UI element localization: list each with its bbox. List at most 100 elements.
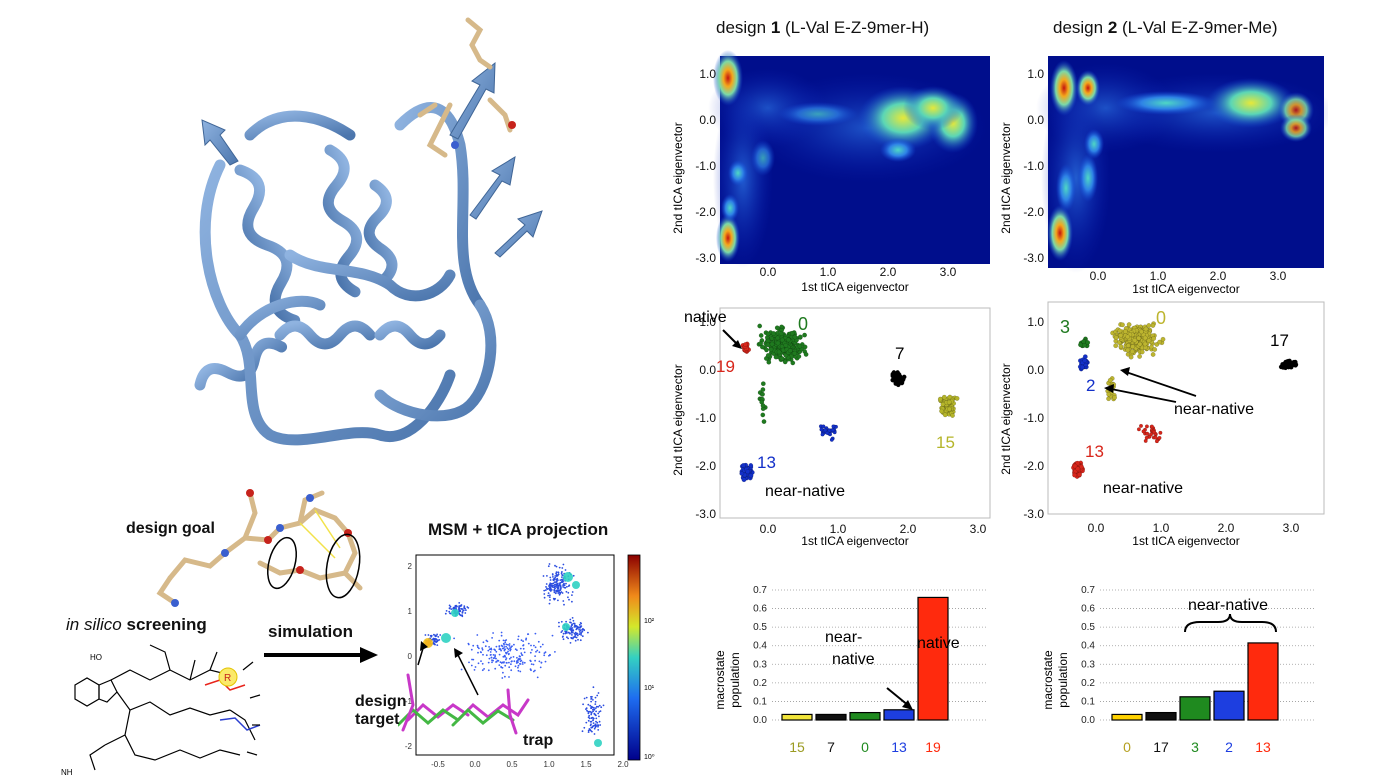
msm-density-point xyxy=(525,638,527,641)
msm-density-point xyxy=(581,629,583,631)
msm-density-point xyxy=(444,612,447,615)
heat-y-tick: -3.0 xyxy=(695,251,716,265)
heat-x-tick: 2.0 xyxy=(880,265,897,279)
design1-bar-y-ticks: 0.0 0.1 0.2 0.3 0.4 0.5 0.6 0.7 xyxy=(753,585,767,726)
cluster-0-point xyxy=(768,347,774,352)
cluster-15-point xyxy=(954,396,960,401)
design1-bar-annotation-arrow xyxy=(886,687,910,707)
msm-density-point xyxy=(491,659,493,662)
msm-projection-plot: -0.5 0.0 0.5 1.0 1.5 2.0 2 1 0 -1 -2 10² 10¹ 10⁰ xyxy=(398,554,655,769)
msm-density-point xyxy=(527,633,530,635)
msm-density-point xyxy=(498,664,501,666)
msm-density-point xyxy=(534,632,537,635)
msm-density-point xyxy=(458,605,460,607)
design1-cluster19-label: 19 xyxy=(716,357,735,376)
cluster-0-point xyxy=(760,403,766,409)
msm-density-point xyxy=(557,571,560,574)
design1-cluster0-label: 0 xyxy=(798,314,808,334)
bar-x-tick: 13 xyxy=(1255,739,1271,755)
msm-density-point xyxy=(588,710,591,713)
cluster-0-point xyxy=(769,341,775,347)
design2-bar-ylabel-line1: macrostate xyxy=(1041,650,1055,710)
msm-density-point xyxy=(554,587,556,590)
msm-density-point xyxy=(517,638,519,641)
msm-density-point xyxy=(508,666,511,669)
msm-density-point xyxy=(571,600,573,603)
msm-density-point xyxy=(572,637,574,640)
msm-density-point xyxy=(565,631,567,634)
msm-density-point xyxy=(554,564,556,567)
msm-density-point xyxy=(561,636,564,638)
msm-density-point xyxy=(598,704,601,707)
msm-density-point xyxy=(503,648,506,651)
msm-density-point xyxy=(560,591,563,593)
msm-density-point xyxy=(558,566,561,569)
msm-density-point xyxy=(519,660,522,663)
in-silico-screening-label: in silico screening xyxy=(66,615,207,635)
msm-density-point xyxy=(458,602,461,604)
msm-density-point xyxy=(471,658,473,661)
scatter-x-tick: 0.0 xyxy=(1088,521,1105,535)
msm-density-point xyxy=(448,607,451,610)
scatter-y-tick: -1.0 xyxy=(1023,411,1044,425)
msm-density-point xyxy=(558,583,561,586)
msm-density-point xyxy=(545,586,547,588)
msm-density-point xyxy=(500,634,503,637)
msm-density-point xyxy=(453,606,456,609)
msm-density-point xyxy=(567,637,569,640)
msm-density-point xyxy=(481,662,484,665)
msm-density-point xyxy=(487,649,490,652)
bar-13 xyxy=(883,709,915,721)
msm-density-point xyxy=(581,635,584,638)
msm-density-point xyxy=(436,644,439,646)
msm-density-point xyxy=(439,634,442,636)
msm-density-point xyxy=(534,659,536,662)
msm-density-point xyxy=(588,714,591,717)
heat-y-tick: 0.0 xyxy=(699,113,716,127)
msm-x-tick: 0.5 xyxy=(506,760,518,769)
msm-density-point xyxy=(511,645,513,648)
design1-heatmap-x-ticks: 0.0 1.0 2.0 3.0 xyxy=(760,265,957,279)
trap-structure xyxy=(451,688,530,735)
design1-cluster15-label: 15 xyxy=(936,433,955,452)
bar-19 xyxy=(917,596,949,721)
msm-density-point xyxy=(553,581,556,583)
msm-density-point xyxy=(505,639,508,641)
heat-y-tick: -1.0 xyxy=(1023,159,1044,173)
msm-density-point xyxy=(513,643,515,646)
bar-y-tick: 0.6 xyxy=(1081,604,1095,615)
msm-density-point xyxy=(517,635,520,638)
msm-density-point xyxy=(488,657,491,660)
scatter-y-tick: 1.0 xyxy=(699,315,716,329)
msm-density-point xyxy=(579,626,582,629)
msm-density-point xyxy=(556,585,559,587)
msm-density-point xyxy=(530,663,533,665)
msm-density-point xyxy=(458,606,460,609)
msm-density-point xyxy=(560,631,563,633)
msm-density-point xyxy=(575,636,578,639)
msm-y-tick: 0 xyxy=(408,652,413,661)
scatter-y-tick: 1.0 xyxy=(1027,315,1044,329)
msm-density-point xyxy=(533,644,535,647)
heat-x-tick: 0.0 xyxy=(1090,269,1107,283)
cluster-0-point xyxy=(1151,336,1157,341)
msm-density-point xyxy=(430,635,433,638)
design2-bar-annotation-brace xyxy=(1184,613,1277,633)
molecule-nh-label: NH xyxy=(61,768,73,777)
msm-density-point xyxy=(548,587,550,590)
msm-density-point xyxy=(543,593,546,595)
msm-density-point xyxy=(455,604,458,607)
bar-y-tick: 0.7 xyxy=(1081,585,1095,596)
msm-density-point xyxy=(587,712,590,715)
design1-bars xyxy=(781,596,949,721)
msm-density-point xyxy=(450,608,453,610)
design2-header: design 2 (L-Val E-Z-9mer-Me) xyxy=(1053,18,1278,38)
msm-density-point xyxy=(507,648,510,651)
msm-density-point xyxy=(593,733,596,735)
msm-density-point xyxy=(507,643,509,646)
cluster-0-point xyxy=(1118,332,1124,338)
msm-y-tick: 1 xyxy=(408,607,413,616)
msm-density-point xyxy=(476,644,479,647)
design1-header-num: 1 xyxy=(770,18,781,37)
msm-density-point xyxy=(534,655,536,657)
